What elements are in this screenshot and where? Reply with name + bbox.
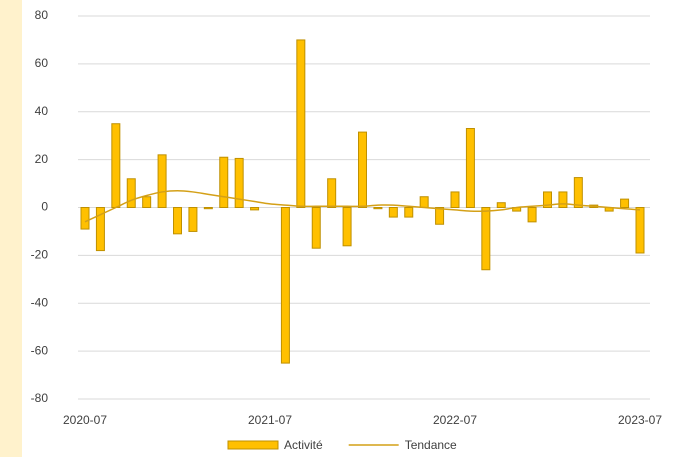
- bar: [404, 207, 414, 218]
- x-tick-label: 2022-07: [433, 413, 477, 427]
- bar: [95, 207, 105, 252]
- legend: Activité Tendance: [227, 438, 457, 452]
- bar: [465, 128, 475, 209]
- bar: [496, 202, 506, 208]
- bar: [296, 39, 306, 208]
- bar: [435, 207, 445, 225]
- y-tick-label: -80: [31, 391, 49, 405]
- y-tick-label: 40: [35, 104, 49, 118]
- bar: [573, 177, 583, 208]
- legend-label: Tendance: [405, 438, 457, 452]
- bar: [203, 207, 213, 210]
- bar: [173, 207, 182, 235]
- bar: [219, 156, 229, 208]
- plot-background: [22, 0, 689, 457]
- x-tick-label: 2021-07: [248, 413, 292, 427]
- x-tick-label: 2020-07: [63, 413, 107, 427]
- y-tick-label: 60: [35, 56, 49, 70]
- bar: [234, 157, 244, 209]
- bar: [157, 154, 167, 208]
- bar: [358, 131, 367, 208]
- bar: [620, 198, 630, 208]
- trend-line: [84, 189, 641, 223]
- y-tick-label: -20: [31, 248, 49, 262]
- y-tick-label: 20: [35, 152, 49, 166]
- bar: [111, 123, 121, 208]
- bar: [419, 196, 429, 208]
- bar: [327, 178, 337, 208]
- bar: [142, 196, 152, 208]
- legend-label: Activité: [284, 438, 323, 452]
- bar: [558, 191, 568, 209]
- bar: [280, 207, 290, 364]
- legend-swatch: [227, 440, 279, 450]
- bar: [188, 207, 198, 232]
- y-tick-label: 80: [35, 8, 49, 22]
- bar: [543, 191, 552, 209]
- y-tick-label: 0: [41, 200, 48, 214]
- x-tick-label: 2023-07: [618, 413, 662, 427]
- bar: [126, 178, 136, 208]
- bar: [80, 207, 90, 230]
- bar: [342, 207, 352, 247]
- bar: [635, 207, 645, 254]
- y-tick-label: -60: [31, 343, 49, 357]
- bar: [311, 207, 321, 249]
- bar: [450, 191, 460, 209]
- y-tick-label: -40: [31, 295, 49, 309]
- bar: [373, 207, 383, 210]
- bar: [250, 207, 260, 211]
- bar: [388, 207, 398, 218]
- bar: [481, 207, 491, 271]
- bar: [527, 207, 537, 223]
